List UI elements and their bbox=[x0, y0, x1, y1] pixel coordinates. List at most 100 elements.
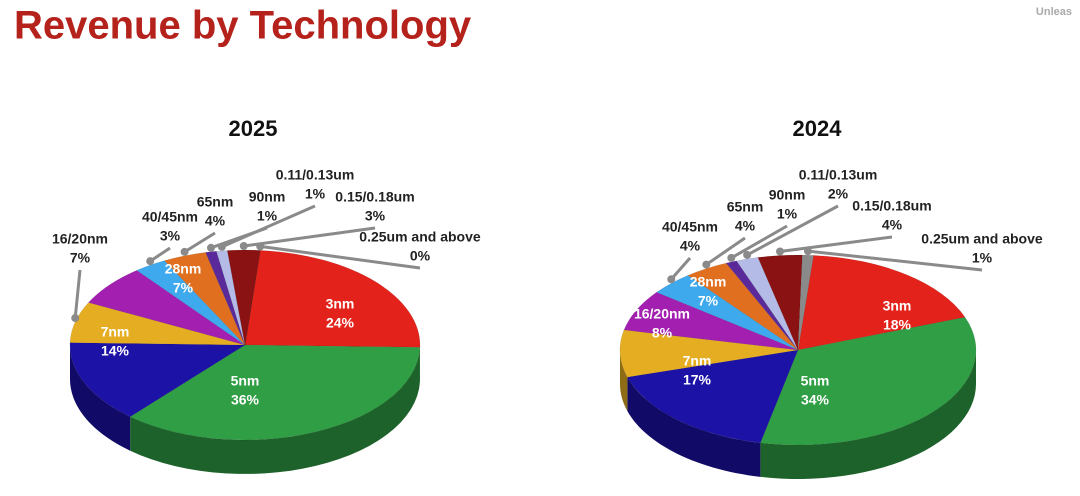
slice bbox=[88, 270, 246, 346]
slice bbox=[760, 316, 977, 446]
slice-value: 8% bbox=[652, 325, 673, 341]
slice-value: 18% bbox=[883, 317, 912, 333]
leader-dot bbox=[803, 247, 812, 256]
slice bbox=[69, 302, 246, 346]
slice bbox=[244, 250, 261, 346]
slice-side bbox=[760, 350, 976, 479]
slice bbox=[797, 254, 814, 351]
slice-value: 3% bbox=[160, 228, 181, 244]
slice bbox=[227, 249, 261, 346]
slice-side bbox=[620, 350, 628, 412]
slice-value: 2% bbox=[828, 186, 849, 202]
slice bbox=[656, 275, 799, 351]
slice bbox=[136, 260, 246, 346]
slice-value: 36% bbox=[231, 392, 260, 408]
leader-dot bbox=[776, 247, 785, 256]
leader-line bbox=[183, 231, 216, 254]
leader-line bbox=[746, 204, 839, 257]
slice-side bbox=[627, 377, 761, 477]
leader-dot bbox=[207, 243, 216, 252]
slice-name: 0.11/0.13um bbox=[799, 167, 878, 183]
leader-dot bbox=[146, 257, 155, 266]
slice-name: 0.25um and above bbox=[921, 231, 1043, 247]
leader-dot bbox=[256, 242, 265, 251]
slice bbox=[244, 250, 421, 348]
slice bbox=[216, 250, 246, 346]
slice-value: 1% bbox=[777, 206, 798, 222]
leader-line bbox=[221, 204, 316, 249]
leader-dot bbox=[667, 275, 676, 284]
slice bbox=[725, 260, 799, 351]
leader-dot bbox=[239, 242, 248, 251]
slice-name: 90nm bbox=[769, 187, 806, 203]
slice-name: 90nm bbox=[249, 189, 286, 205]
slice bbox=[627, 349, 799, 444]
slice-name: 28nm bbox=[165, 261, 202, 277]
slice-value: 1% bbox=[257, 208, 278, 224]
slice-name: 28nm bbox=[690, 274, 727, 290]
slice bbox=[69, 342, 246, 417]
slice-value: 4% bbox=[680, 238, 701, 254]
slice-name: 3nm bbox=[326, 296, 355, 312]
leader-line bbox=[807, 249, 983, 272]
slice-value: 7% bbox=[70, 250, 91, 266]
slice-name: 5nm bbox=[231, 373, 260, 389]
slice bbox=[205, 251, 246, 346]
leader-line bbox=[705, 236, 746, 266]
slice-value: 7% bbox=[698, 293, 719, 309]
pie-title: 2025 bbox=[229, 116, 278, 141]
leader-line bbox=[670, 257, 692, 281]
leader-dot bbox=[743, 250, 752, 259]
watermark: Unleas bbox=[1036, 6, 1072, 18]
slice-name: 0.15/0.18um bbox=[335, 189, 414, 205]
slice-name: 0.25um and above bbox=[359, 229, 481, 245]
slice bbox=[163, 252, 246, 346]
slice-value: 1% bbox=[305, 186, 326, 202]
slice-name: 16/20nm bbox=[52, 231, 108, 247]
slice-name: 40/45nm bbox=[142, 209, 198, 225]
slice-value: 1% bbox=[972, 250, 993, 266]
slice bbox=[619, 329, 799, 378]
leader-dot bbox=[702, 260, 711, 269]
slice-name: 7nm bbox=[101, 324, 130, 340]
slice-side bbox=[130, 347, 420, 474]
slice-value: 0% bbox=[410, 248, 431, 264]
slice bbox=[129, 344, 421, 441]
leader-line bbox=[260, 244, 421, 270]
slice-value: 17% bbox=[683, 372, 712, 388]
slice-name: 40/45nm bbox=[662, 219, 718, 235]
slice bbox=[736, 257, 799, 351]
slice-name: 0.11/0.13um bbox=[276, 167, 355, 183]
slice-name: 65nm bbox=[197, 194, 234, 210]
leader-dot bbox=[71, 314, 80, 323]
slice-name: 16/20nm bbox=[634, 306, 690, 322]
leader-line bbox=[243, 226, 376, 248]
slice-value: 24% bbox=[326, 315, 355, 331]
page-title: Revenue by Technology bbox=[14, 4, 472, 48]
slice-value: 3% bbox=[365, 208, 386, 224]
slice-name: 65nm bbox=[727, 199, 764, 215]
slice-name: 5nm bbox=[801, 373, 830, 389]
slice-value: 4% bbox=[205, 213, 226, 229]
leader-dot bbox=[180, 247, 189, 256]
slice bbox=[797, 255, 966, 351]
slice-side bbox=[70, 345, 131, 451]
slice-name: 3nm bbox=[883, 298, 912, 314]
slice-name: 7nm bbox=[683, 353, 712, 369]
slice-name: 0.15/0.18um bbox=[852, 198, 931, 214]
slice-value: 7% bbox=[173, 280, 194, 296]
leader-line bbox=[779, 235, 893, 253]
slice-value: 34% bbox=[801, 392, 830, 408]
slice bbox=[623, 292, 799, 351]
leader-dot bbox=[727, 253, 736, 262]
slice bbox=[687, 262, 799, 351]
slice-value: 14% bbox=[101, 343, 130, 359]
slice bbox=[757, 254, 803, 351]
leader-line bbox=[730, 224, 788, 260]
slice-value: 4% bbox=[882, 217, 903, 233]
leader-line bbox=[73, 269, 82, 319]
slice-value: 4% bbox=[735, 218, 756, 234]
pie-title: 2024 bbox=[793, 116, 843, 141]
